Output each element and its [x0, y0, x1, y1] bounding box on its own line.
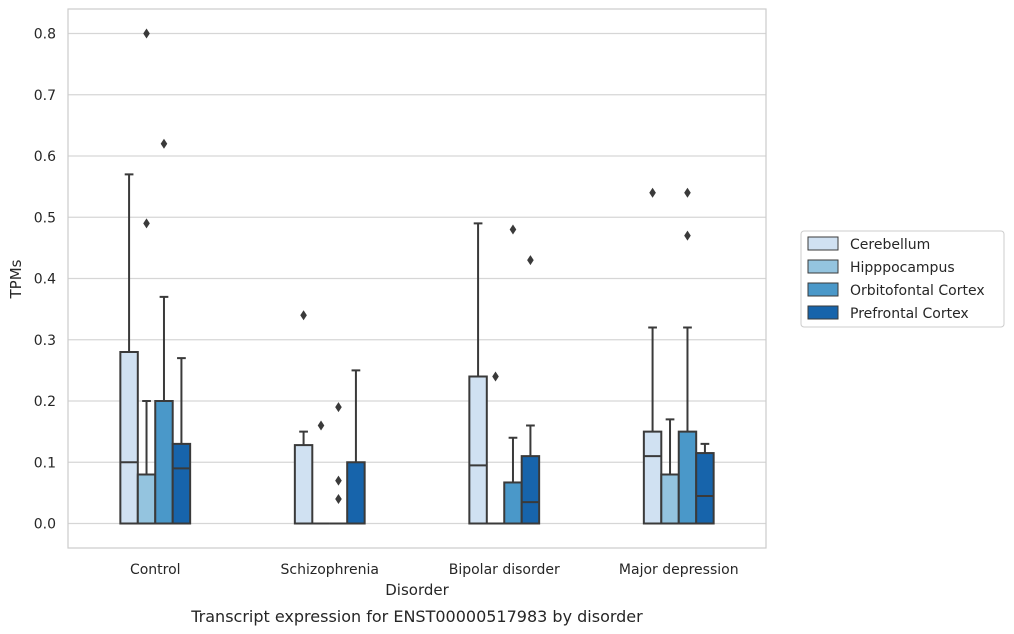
- legend-label: Orbitofontal Cortex: [850, 283, 985, 299]
- outlier-point: [492, 371, 499, 382]
- box-1-3: [660, 418, 680, 525]
- legend-label: Hipppocampus: [850, 260, 955, 276]
- box-0-2: [468, 222, 488, 525]
- box-3-1: [346, 369, 366, 525]
- box-body: [642, 430, 663, 525]
- box-body: [695, 452, 715, 525]
- x-axis-ticks: Control Schizophrenia Bipolar disorder Majo…: [130, 562, 739, 578]
- outlier-point: [335, 475, 342, 486]
- outlier-point: [509, 224, 517, 235]
- box-body: [171, 442, 192, 525]
- legend-frame: [800, 230, 1005, 328]
- y-axis-ticks: 0.0 0.1 0.2 0.3 0.4 0.5 0.6 0.7 0.8: [34, 27, 56, 533]
- box-body: [520, 455, 541, 525]
- boxes: [119, 28, 715, 525]
- box-body: [154, 400, 174, 525]
- legend-swatch: [807, 236, 839, 251]
- box-body: [468, 375, 488, 525]
- y-tick-label: 0.7: [34, 88, 56, 104]
- box-1-2: [486, 371, 505, 525]
- y-tick-label: 0.2: [34, 394, 56, 410]
- y-tick-label: 0.8: [34, 27, 56, 43]
- box-2-0: [154, 138, 174, 525]
- outlier-point: [143, 28, 150, 39]
- box-0-3: [642, 187, 663, 525]
- y-tick-label: 0.1: [34, 455, 56, 471]
- box-body: [136, 473, 157, 525]
- box-body: [660, 473, 680, 525]
- legend: Cerebellum Hipppocampus Orbitofontal Corte…: [800, 230, 1005, 328]
- box-body: [677, 430, 698, 525]
- legend-swatch: [807, 282, 839, 297]
- legend-swatch: [807, 259, 839, 274]
- box-2-3: [677, 187, 698, 525]
- legend-label: Prefrontal Cortex: [850, 306, 969, 322]
- legend-label: Cerebellum: [850, 237, 930, 253]
- box-0-1: [293, 310, 314, 525]
- y-tick-label: 0.5: [34, 210, 56, 226]
- y-axis-title: TPMs: [7, 259, 25, 299]
- x-tick-label: Major depression: [619, 562, 739, 578]
- outlier-point: [649, 187, 656, 198]
- box-body: [119, 351, 139, 525]
- outlier-point: [143, 218, 150, 229]
- box-body: [503, 481, 523, 525]
- y-tick-label: 0.3: [34, 333, 56, 349]
- outlier-point: [335, 494, 342, 504]
- outlier-point: [527, 255, 534, 266]
- box-1-0: [136, 28, 157, 525]
- plot-frame: [67, 8, 767, 549]
- chart-caption: Transcript expression for ENST0000051798…: [190, 607, 643, 626]
- outlier-point: [335, 402, 342, 413]
- box-3-3: [695, 442, 715, 525]
- x-tick-label: Control: [130, 562, 181, 578]
- x-axis-title: Disorder: [385, 581, 449, 599]
- box-3-0: [171, 357, 192, 525]
- outlier-point: [160, 138, 168, 149]
- box-1-1: [312, 420, 330, 525]
- box-body: [293, 444, 314, 525]
- outlier-point: [684, 230, 691, 241]
- x-tick-label: Bipolar disorder: [449, 562, 560, 578]
- y-tick-label: 0.6: [34, 149, 56, 165]
- box-2-1: [329, 402, 348, 525]
- box-0-0: [119, 173, 139, 525]
- outlier-point: [300, 310, 307, 321]
- outlier-point: [317, 420, 325, 431]
- box-body: [346, 461, 366, 525]
- box-3-2: [520, 255, 541, 525]
- x-tick-label: Schizophrenia: [281, 562, 379, 578]
- box-2-2: [503, 224, 523, 525]
- y-tick-label: 0.0: [34, 517, 56, 533]
- y-tick-label: 0.4: [34, 272, 56, 288]
- legend-swatch: [807, 305, 839, 320]
- outlier-point: [684, 187, 691, 198]
